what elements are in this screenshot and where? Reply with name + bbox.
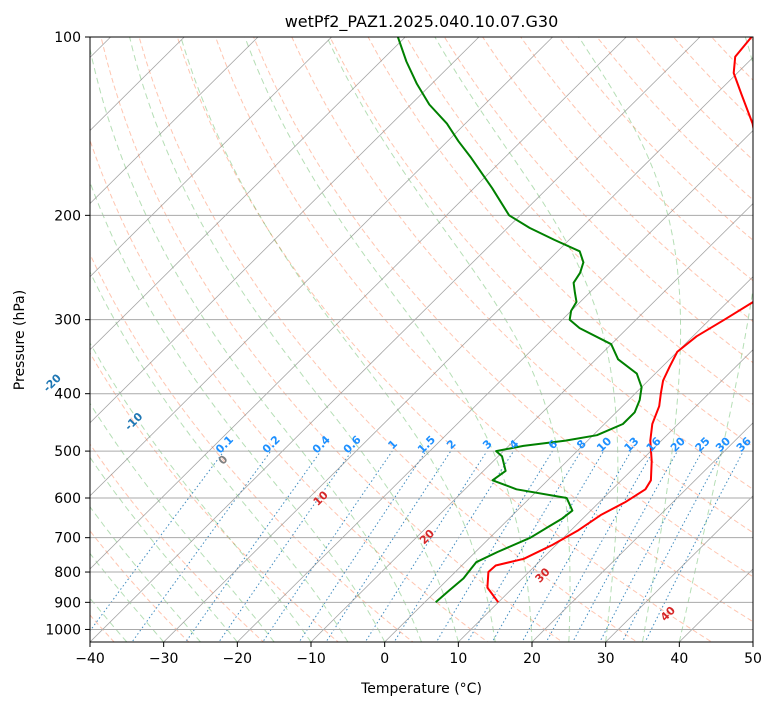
isotherm: [90, 37, 627, 570]
isotherm: [752, 641, 753, 642]
dry-adiabat: [405, 37, 753, 405]
y-axis-title: Pressure (hPa): [12, 290, 28, 390]
dry-adiabat: [253, 37, 753, 578]
dry-adiabat: [90, 253, 414, 642]
isotherm: [163, 56, 753, 642]
isotherm: [237, 129, 753, 642]
y-tick-label: 500: [54, 444, 81, 460]
moist-adiabat: [90, 456, 238, 642]
x-tick-label: 20: [523, 651, 541, 667]
moist-adiabat: [180, 37, 496, 642]
x-tick-label: 40: [670, 651, 688, 667]
moist-adiabat: [434, 37, 619, 642]
moist-adiabat: [90, 180, 386, 642]
plot-frame: [89, 36, 754, 643]
isotherm: [605, 495, 753, 642]
dry-adiabat: [90, 530, 190, 642]
sounding-series: [396, 37, 753, 604]
isotherm: [90, 37, 259, 205]
dry-adiabat: [367, 37, 753, 448]
plot-background: [90, 37, 753, 642]
y-tick-label: 800: [54, 565, 81, 581]
y-tick-label: 600: [54, 491, 81, 507]
moist-adiabat: [244, 37, 533, 642]
isotherm: [90, 37, 553, 497]
isotherm: [90, 37, 406, 351]
x-tick-label: −10: [296, 651, 326, 667]
isotherm: [384, 276, 753, 642]
x-tick-label: 30: [597, 651, 615, 667]
isotherm: [310, 203, 753, 642]
moist-adiabat: [129, 37, 459, 642]
isotherm: [531, 422, 753, 642]
isotherm: [90, 37, 332, 278]
dry-adiabat: [90, 443, 265, 642]
moist-adiabat: [326, 37, 571, 642]
isotherm: [90, 37, 480, 424]
moist-adiabat: [678, 37, 753, 642]
moist-adiabat: [90, 552, 165, 642]
chart-title: wetPf2_PAZ1.2025.040.10.07.G30: [285, 12, 559, 32]
moist-adiabat: [90, 402, 275, 642]
x-tick-label: −30: [149, 651, 179, 667]
x-axis: −40 −30 −20 −10 0 10 20 30 40 50: [75, 642, 762, 667]
x-tick-label: 50: [744, 651, 762, 667]
temperature-profile: [486, 37, 753, 603]
y-tick-label: 1000: [45, 622, 81, 638]
dry-adiabat: [90, 352, 339, 642]
moist-adiabat: [90, 46, 422, 642]
dewpoint-profile: [396, 37, 643, 604]
isotherm: [90, 37, 701, 642]
moist-adiabat: [90, 270, 349, 642]
dry-adiabat: [176, 37, 713, 642]
dry-adiabat: [100, 37, 564, 642]
background-lines: [90, 37, 753, 642]
y-tick-label: 400: [54, 387, 81, 403]
moist-adiabat: [90, 597, 128, 642]
moist-adiabat: [578, 37, 682, 642]
x-axis-title: Temperature (°C): [360, 681, 482, 697]
y-axis: 100 200 300 400 500 600 700 800 900 1000: [45, 30, 90, 638]
dry-adiabat: [291, 37, 753, 534]
y-tick-label: 700: [54, 531, 81, 547]
moist-adiabat: [90, 505, 201, 642]
y-tick-label: 100: [54, 30, 81, 46]
dry-adiabat: [214, 37, 753, 623]
dry-adiabat: [138, 37, 638, 642]
y-tick-label: 900: [54, 595, 81, 611]
dry-adiabat: [520, 37, 753, 282]
y-tick-label: 200: [54, 208, 81, 224]
x-tick-label: −40: [75, 651, 105, 667]
y-tick-label: 300: [54, 313, 81, 329]
x-tick-label: 10: [449, 651, 467, 667]
x-tick-label: −20: [223, 651, 253, 667]
x-tick-label: 0: [380, 651, 389, 667]
